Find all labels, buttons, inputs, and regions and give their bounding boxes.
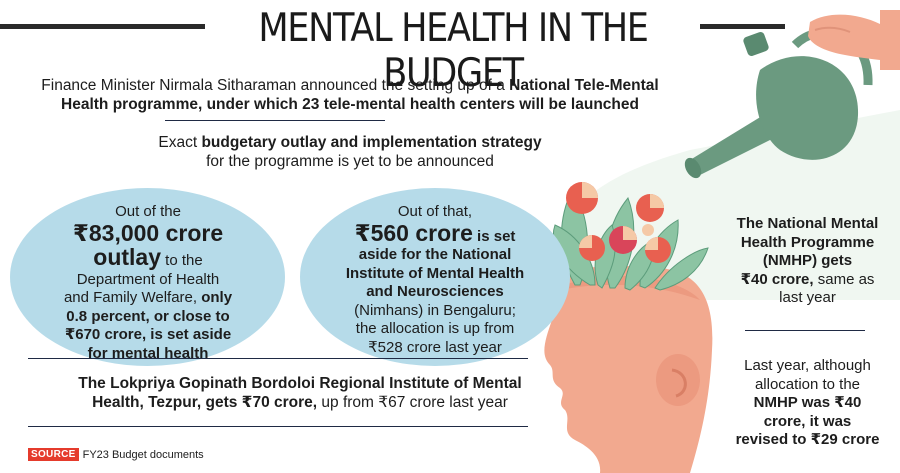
intro-paragraph: Finance Minister Nirmala Sitharaman anno… xyxy=(20,76,680,114)
rb-b5: revised to ₹29 crore xyxy=(735,431,880,448)
cr-l1: Out of that, xyxy=(397,203,473,220)
circle-left-bg xyxy=(10,188,285,366)
lokpriya-bold1: The Lokpriya Gopinath Bordoloi Regional … xyxy=(78,375,522,392)
cr-l3: aside for the National xyxy=(358,246,512,263)
nmhp-text: The National Mental Health Programme (NM… xyxy=(720,215,895,308)
cr-l7: the allocation is up from xyxy=(355,320,515,337)
cl-l4b: only xyxy=(201,289,233,306)
cl-l2: to the xyxy=(161,252,203,269)
title-rule-right xyxy=(700,24,785,29)
source-line: SOURCE FY23 Budget documents xyxy=(28,448,204,461)
rb-r2: allocation to the xyxy=(754,375,861,393)
rt-b1: The National Mental xyxy=(736,215,879,232)
circle-right-text: Out of that, ₹560 crore is set aside for… xyxy=(305,203,565,357)
source-text: FY23 Budget documents xyxy=(82,448,204,461)
hand-icon xyxy=(808,10,900,70)
rb-b3: NMHP was ₹40 xyxy=(753,394,862,411)
page-title: MENTAL HEALTH IN THE BUDGET xyxy=(258,6,649,96)
divider xyxy=(165,120,385,121)
cr-l5: and Neurosciences xyxy=(366,283,504,300)
rb-r1: Last year, although xyxy=(744,357,871,374)
cr-l2: is set xyxy=(472,227,516,245)
cl-l3: Department of Health xyxy=(76,270,220,288)
divider xyxy=(745,330,865,331)
title-row: MENTAL HEALTH IN THE BUDGET xyxy=(0,0,900,96)
outlay-paragraph: Exact budgetary outlay and implementatio… xyxy=(20,133,680,171)
cl-l6: ₹670 crore, is set aside xyxy=(64,326,232,343)
cr-l6: (Nimhans) in Bengaluru; xyxy=(354,301,516,319)
cr-big1: ₹560 crore xyxy=(354,219,473,246)
outlay-bold: budgetary outlay and implementation stra… xyxy=(201,134,542,151)
intro-lead: Finance Minister Nirmala Sitharaman anno… xyxy=(41,77,510,94)
cl-l7: for mental health xyxy=(87,344,209,362)
cl-l4a: and Family Welfare, xyxy=(63,289,202,306)
lokpriya-bold2: Health, Tezpur, gets ₹70 crore, xyxy=(92,394,318,411)
divider xyxy=(28,426,528,427)
rt-b2: Health Programme xyxy=(740,233,875,251)
intro-bold-line2: Health programme, under which 23 tele-me… xyxy=(61,96,639,113)
source-tag: SOURCE xyxy=(28,448,79,461)
circle-left-text: Out of the ₹83,000 crore outlay to the D… xyxy=(18,203,278,363)
cl-l5: 0.8 percent, or close to xyxy=(66,307,230,325)
outlay-lead: Exact xyxy=(158,134,202,151)
lokpriya-paragraph: The Lokpriya Gopinath Bordoloi Regional … xyxy=(20,374,580,412)
head-silhouette xyxy=(544,265,713,473)
cl-l1: Out of the xyxy=(115,203,181,220)
rt-b3: (NMHP) gets xyxy=(762,252,853,269)
cl-big1: ₹83,000 crore xyxy=(72,219,224,246)
cr-l8: ₹528 crore last year xyxy=(368,338,502,356)
title-rule-left xyxy=(0,24,205,29)
outlay-line2: for the programme is yet to be announced xyxy=(206,153,494,170)
nmhp-revised-text: Last year, although allocation to the NM… xyxy=(720,357,895,450)
cl-big2: outlay xyxy=(93,244,162,270)
rt-r4: same as xyxy=(813,270,875,288)
lokpriya-rest: up from ₹67 crore last year xyxy=(317,394,508,411)
cr-l4: Institute of Mental Health xyxy=(345,264,525,282)
rt-r5: last year xyxy=(779,289,836,306)
rt-b4: ₹40 crore, xyxy=(740,270,814,288)
circle-right-bg xyxy=(300,188,570,366)
divider xyxy=(28,358,528,359)
intro-bold: National Tele-Mental xyxy=(509,77,659,94)
rb-b4: crore, it was xyxy=(763,412,852,430)
